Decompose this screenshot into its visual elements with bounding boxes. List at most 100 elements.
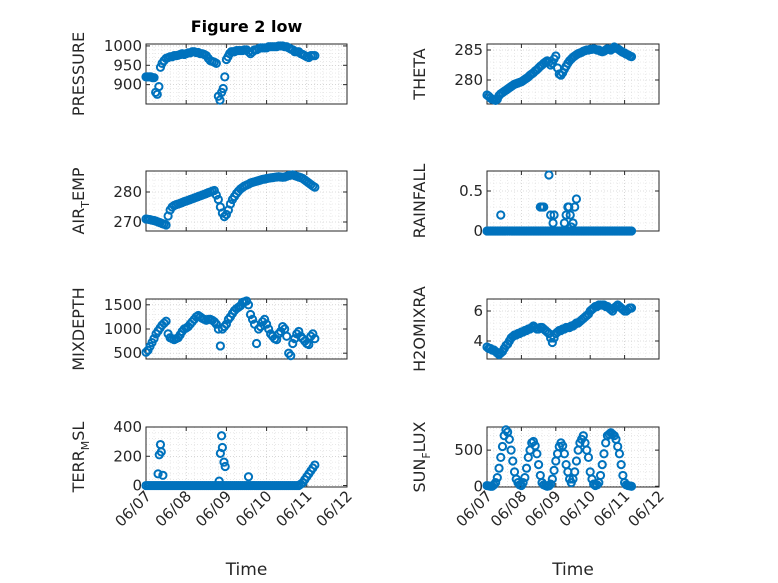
data-point: [571, 194, 582, 204]
data-point: [504, 434, 514, 444]
y-tick-label: 0: [473, 477, 483, 495]
data-point: [153, 469, 163, 479]
series-markers: [141, 431, 320, 491]
y-tick-label: 6: [473, 302, 483, 320]
data-point: [214, 476, 224, 486]
data-point: [286, 351, 296, 361]
axes-frame: [486, 43, 660, 105]
data-point: [546, 333, 556, 343]
y-axis-label: AIRTEMP: [69, 167, 92, 234]
x-tick-label: 06/12: [313, 487, 356, 530]
data-point: [158, 470, 168, 480]
y-tick-label: 1000: [104, 320, 142, 338]
data-point: [528, 436, 539, 447]
data-point: [561, 210, 571, 220]
data-point: [568, 218, 578, 228]
data-point: [282, 331, 292, 341]
axes-frame: [486, 426, 660, 488]
x-tick-label: 06/10: [556, 487, 599, 530]
chart-h2omixra: 4 6 H2OMIXRA: [410, 286, 660, 372]
data-point: [225, 199, 236, 209]
data-point: [243, 300, 254, 310]
data-point: [149, 73, 159, 83]
data-point: [264, 324, 274, 334]
axes-frame: [145, 170, 348, 232]
data-point: [570, 202, 580, 212]
y-axis-label: SUNFLUX: [410, 421, 433, 492]
data-point: [558, 441, 568, 451]
y-tick-label: 280: [113, 183, 142, 201]
data-point: [211, 319, 221, 329]
data-point: [156, 447, 166, 457]
data-point: [310, 460, 320, 470]
data-point: [149, 334, 159, 344]
data-point: [532, 449, 542, 459]
data-point: [494, 463, 504, 473]
data-point: [626, 52, 637, 62]
series-markers: [482, 300, 637, 360]
data-point: [310, 51, 320, 61]
series-markers: [482, 425, 637, 491]
x-tick-label: 06/12: [625, 487, 668, 530]
data-point: [614, 449, 625, 459]
y-tick-label: 270: [113, 213, 142, 231]
y-tick-label: 1000: [104, 37, 142, 55]
data-point: [546, 210, 556, 220]
y-tick-label: 500: [454, 441, 483, 459]
data-point: [534, 459, 544, 470]
data-point: [539, 202, 549, 212]
data-point: [159, 318, 169, 328]
y-axis-label: THETA: [410, 48, 429, 100]
data-point: [583, 452, 594, 462]
y-axis-label: TERRMSL: [69, 422, 92, 494]
data-point: [245, 309, 256, 320]
data-point: [154, 81, 164, 92]
data-point: [218, 83, 228, 94]
series-markers: [141, 296, 320, 361]
data-point: [521, 463, 532, 473]
series-markers: [482, 170, 637, 236]
data-point: [220, 461, 230, 472]
series-markers: [141, 41, 320, 105]
data-point: [221, 209, 231, 220]
data-point: [565, 210, 575, 220]
data-point: [496, 210, 506, 220]
data-point: [211, 190, 221, 200]
data-point: [288, 338, 298, 349]
data-point: [262, 319, 272, 329]
data-point: [616, 459, 626, 470]
data-point: [247, 314, 258, 324]
y-tick-label: 4: [473, 332, 483, 350]
x-tick-label: 06/11: [272, 487, 315, 530]
data-point: [492, 473, 502, 483]
data-point: [491, 478, 501, 488]
data-point: [508, 456, 518, 466]
data-point: [599, 449, 609, 459]
data-point: [570, 467, 580, 477]
plot-area: [145, 426, 348, 488]
x-tick-label: 06/11: [590, 487, 633, 530]
chart-mixdepth: 500 1000 1500 MIXDEPTH: [69, 287, 348, 371]
y-tick-label: 0.5: [459, 182, 483, 200]
data-point: [310, 334, 320, 344]
data-point: [251, 338, 262, 349]
data-point: [259, 314, 270, 324]
data-point: [294, 326, 304, 337]
chart-title: Figure 2 low: [191, 17, 303, 36]
y-axis-label: MIXDEPTH: [69, 287, 88, 370]
series-markers: [482, 42, 637, 106]
data-point: [209, 185, 219, 196]
data-point: [559, 218, 570, 228]
data-point: [211, 58, 221, 68]
grid-lines: [487, 171, 659, 232]
y-axis-label: PRESSURE: [69, 32, 88, 116]
x-tick-label: 06/09: [192, 487, 235, 530]
x-tick-label: 06/08: [152, 487, 195, 530]
data-point: [216, 431, 227, 441]
data-point: [626, 303, 637, 313]
x-tick-label: 06/10: [232, 487, 275, 530]
y-tick-label: 950: [113, 56, 142, 74]
data-point: [595, 470, 606, 481]
data-point: [549, 465, 559, 475]
